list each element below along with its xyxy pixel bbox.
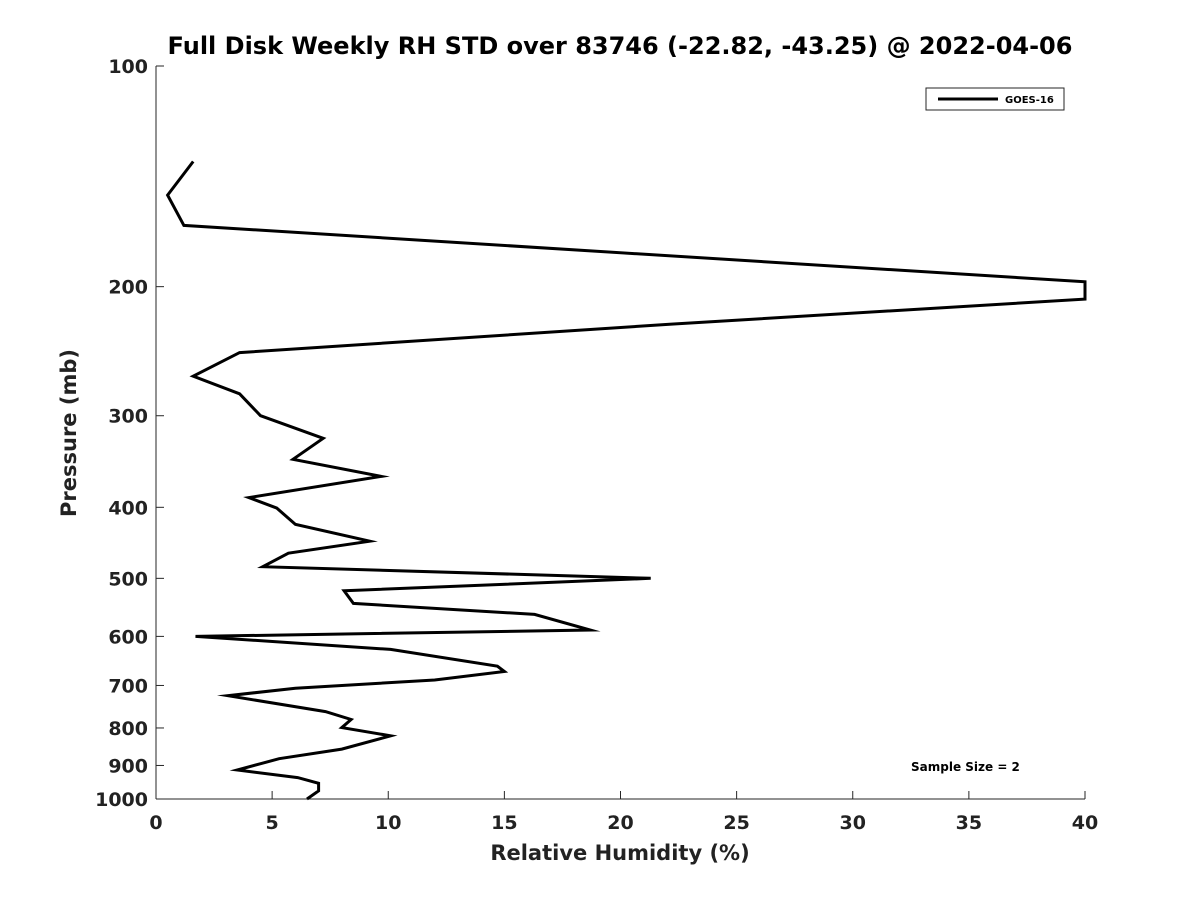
y-tick-label: 400 xyxy=(108,497,148,519)
chart-title: Full Disk Weekly RH STD over 83746 (-22.… xyxy=(168,32,1073,60)
y-tick-label: 200 xyxy=(108,277,148,299)
sample-size-annotation: Sample Size = 2 xyxy=(911,760,1020,774)
legend-label-goes-16: GOES-16 xyxy=(1005,95,1054,106)
legend: GOES-16 xyxy=(925,87,1065,111)
y-tick-label: 800 xyxy=(108,718,148,740)
y-axis-ticks: 100 200 300 400 500 600 700 800 900 1000 xyxy=(95,56,164,811)
series-layer xyxy=(165,160,1087,801)
y-tick-label: 300 xyxy=(108,406,148,428)
x-tick-label: 15 xyxy=(491,812,517,834)
y-tick-label: 100 xyxy=(108,56,148,78)
x-tick-label: 5 xyxy=(266,812,279,834)
x-tick-label: 0 xyxy=(149,812,162,834)
x-tick-label: 30 xyxy=(840,812,866,834)
x-axis-ticks: 0 5 10 15 20 25 30 35 40 xyxy=(149,791,1098,834)
y-tick-label: 700 xyxy=(108,675,148,697)
y-tick-label: 500 xyxy=(108,568,148,590)
x-tick-label: 40 xyxy=(1072,812,1098,834)
x-axis-label: Relative Humidity (%) xyxy=(490,841,749,865)
y-tick-label: 900 xyxy=(108,755,148,777)
x-tick-label: 10 xyxy=(375,812,401,834)
y-axis-label: Pressure (mb) xyxy=(57,349,81,517)
y-tick-label: 600 xyxy=(108,626,148,648)
x-tick-label: 20 xyxy=(607,812,633,834)
y-tick-label: 1000 xyxy=(95,789,148,811)
x-tick-label: 25 xyxy=(723,812,749,834)
x-tick-label: 35 xyxy=(956,812,982,834)
series-line-goes-16 xyxy=(165,160,1087,801)
